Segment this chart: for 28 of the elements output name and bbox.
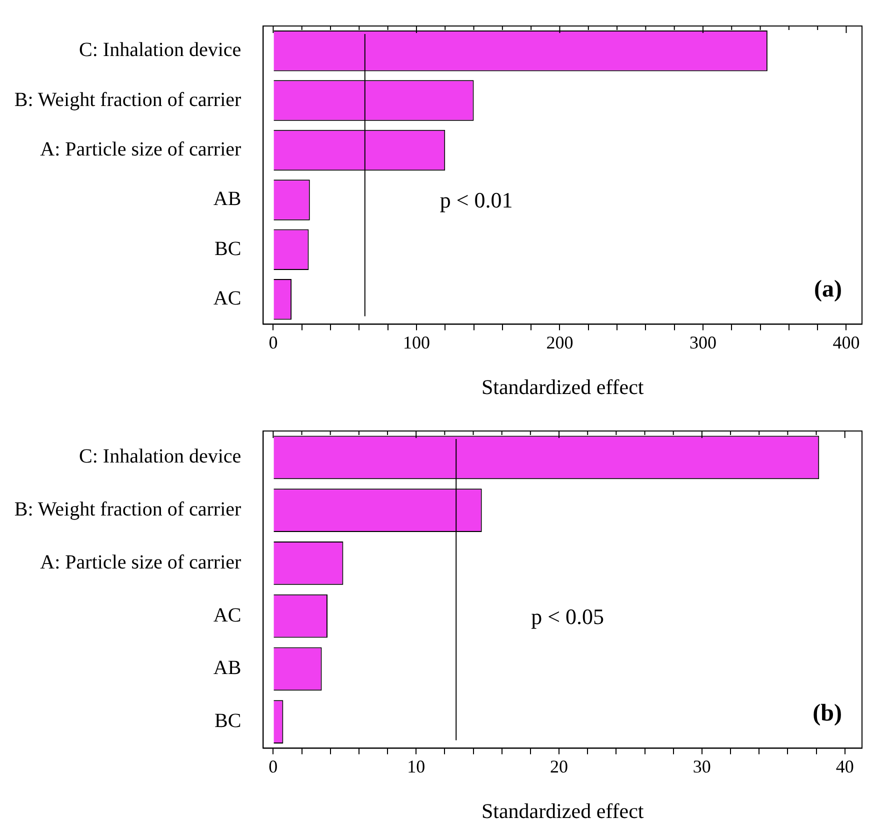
x-tick-label: 400 <box>832 332 860 353</box>
ref-line-label: p < 0.05 <box>531 604 604 629</box>
x-tick-label: 0 <box>268 756 278 777</box>
x-axis-title: Standardized effect <box>481 374 644 399</box>
x-tick-label: 200 <box>546 332 574 353</box>
annotation: (b) <box>812 700 842 726</box>
x-tick-label: 40 <box>836 756 854 777</box>
y-tick-label: A: Particle size of carrier <box>40 138 242 160</box>
x-tick-label: 10 <box>407 756 426 777</box>
y-tick-label: AB <box>213 188 242 210</box>
y-tick-label: AC <box>213 604 242 626</box>
y-tick-label: AC <box>213 288 242 310</box>
y-tick-label: BC <box>214 238 242 260</box>
y-tick-label: AB <box>213 657 242 680</box>
y-tick-label: B: Weight fraction of carrier <box>14 88 242 111</box>
y-tick-label: A: Particle size of carrier <box>40 551 242 574</box>
x-tick-label: 30 <box>692 756 711 777</box>
x-axis-title: Standardized effect <box>481 798 644 823</box>
x-tick-label: 0 <box>268 332 278 353</box>
y-tick-label: BC <box>214 710 242 732</box>
ref-line-label: p < 0.01 <box>440 188 513 213</box>
x-tick-label: 300 <box>689 332 716 353</box>
y-tick-label: B: Weight fraction of carrier <box>14 498 242 521</box>
x-tick-label: 100 <box>402 332 430 353</box>
y-tick-label: C: Inhalation device <box>79 446 242 468</box>
y-tick-label: C: Inhalation device <box>79 39 242 62</box>
annotation: (a) <box>814 276 842 302</box>
x-tick-label: 20 <box>550 756 568 777</box>
